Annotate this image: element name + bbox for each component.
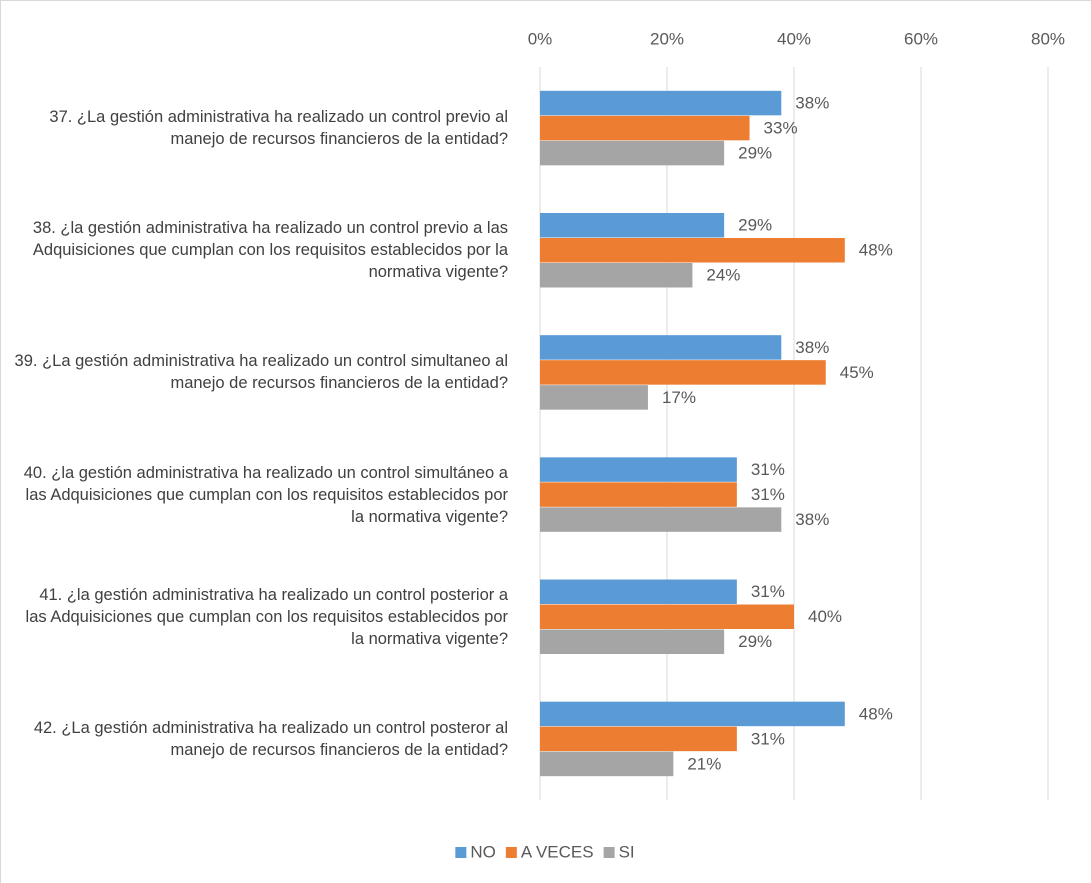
y-tick-label: 39. ¿La gestión administrativa ha realiz… — [14, 352, 508, 393]
data-label: 38% — [795, 510, 829, 529]
legend-label: A VECES — [521, 842, 594, 861]
data-label: 40% — [808, 607, 842, 626]
y-tick-label: 38. ¿la gestión administrativa ha realiz… — [32, 219, 508, 282]
legend-label: SI — [619, 842, 635, 861]
data-label: 31% — [751, 582, 785, 601]
bar — [540, 726, 737, 752]
bar — [540, 90, 782, 116]
data-label: 24% — [706, 266, 740, 285]
legend-label: NO — [470, 842, 496, 861]
x-tick-label: 40% — [777, 29, 811, 48]
data-label: 38% — [795, 338, 829, 357]
y-tick-label: 40. ¿la gestión administrativa ha realiz… — [23, 463, 508, 526]
bar — [540, 213, 725, 238]
bar — [540, 140, 725, 166]
data-label: 45% — [840, 363, 874, 382]
data-label: 29% — [738, 144, 772, 163]
bar — [540, 263, 693, 288]
bar — [540, 751, 674, 777]
y-tick-label: 41. ¿la gestión administrativa ha realiz… — [25, 585, 508, 648]
data-label: 31% — [751, 729, 785, 748]
bar — [540, 238, 845, 263]
data-label: 48% — [859, 241, 893, 260]
bar — [540, 335, 782, 360]
x-tick-label: 80% — [1031, 29, 1065, 48]
x-tick-label: 0% — [528, 29, 553, 48]
bar — [540, 360, 826, 385]
data-label: 38% — [795, 94, 829, 113]
y-tick-label: 42. ¿La gestión administrativa ha realiz… — [33, 718, 508, 759]
bar — [540, 115, 750, 141]
bar — [540, 701, 845, 727]
bar — [540, 457, 737, 482]
data-label: 31% — [751, 460, 785, 479]
bar — [540, 579, 737, 604]
bar — [540, 604, 794, 629]
bar — [540, 482, 737, 507]
legend-swatch — [505, 847, 517, 858]
bar — [540, 507, 782, 532]
legend-swatch — [455, 847, 467, 858]
x-tick-label: 60% — [904, 29, 938, 48]
data-label: 48% — [859, 704, 893, 723]
data-label: 21% — [687, 754, 721, 773]
data-label: 31% — [751, 485, 785, 504]
data-label: 33% — [764, 119, 798, 138]
data-label: 17% — [662, 388, 696, 407]
bar — [540, 385, 648, 410]
data-label: 29% — [738, 632, 772, 651]
bar — [540, 629, 725, 654]
x-tick-label: 20% — [650, 29, 684, 48]
data-label: 29% — [738, 216, 772, 235]
y-tick-label: 37. ¿La gestión administrativa ha realiz… — [49, 108, 508, 149]
legend-swatch — [603, 847, 615, 858]
